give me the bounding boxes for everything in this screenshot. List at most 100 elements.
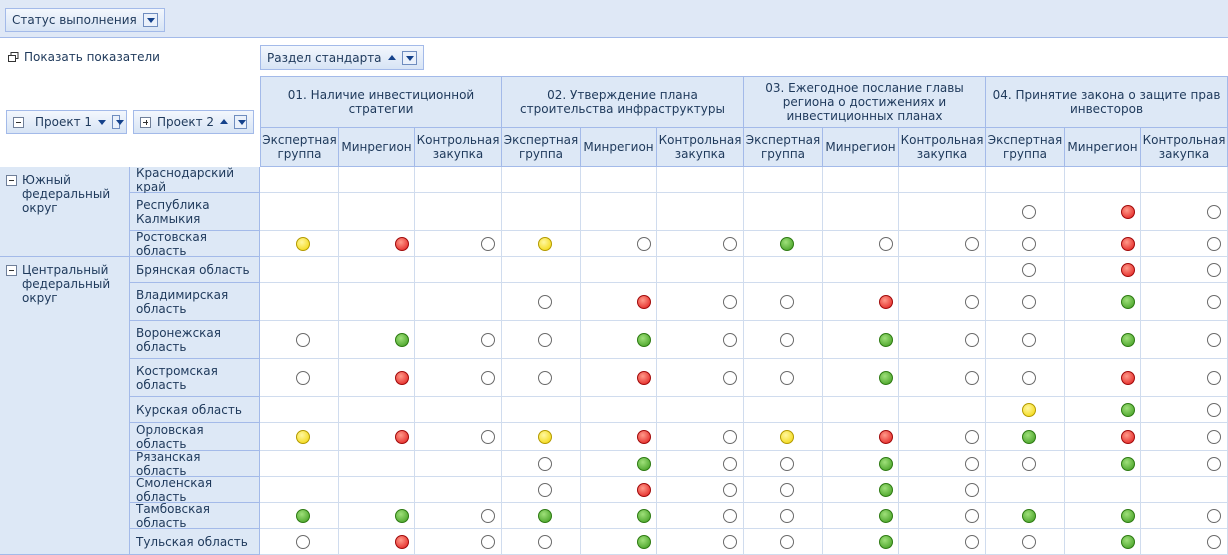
row-header: Республика Калмыкия [130, 193, 260, 231]
row-header: Брянская область [130, 257, 260, 283]
status-indicator [296, 429, 310, 444]
column-header: Контрольная закупка [1141, 128, 1228, 167]
column-header: Экспертная группа [986, 128, 1065, 167]
data-cell [415, 257, 502, 283]
status-indicator [1022, 429, 1036, 444]
status-indicator [878, 482, 893, 497]
status-indicator [723, 429, 737, 444]
data-cell [744, 321, 823, 359]
row-field-button[interactable]: Проект 2 [133, 110, 254, 134]
field-label: Статус выполнения [12, 13, 137, 27]
data-cell [657, 167, 744, 193]
data-cell [823, 423, 899, 451]
data-cell [1141, 359, 1228, 397]
data-cell [899, 283, 986, 321]
data-cell [986, 167, 1065, 193]
status-indicator [965, 429, 979, 444]
data-cell [744, 257, 823, 283]
data-cell [1065, 231, 1141, 257]
status-indicator [1022, 456, 1036, 471]
status-indicator [394, 508, 409, 523]
data-cell [823, 321, 899, 359]
status-indicator [481, 370, 495, 385]
row-header: Тульская область [130, 529, 260, 555]
status-indicator [636, 332, 651, 347]
data-cell [744, 231, 823, 257]
row-field-button[interactable]: Проект 1 [6, 110, 127, 134]
status-indicator [723, 508, 737, 523]
status-indicator [965, 370, 979, 385]
data-cell [823, 231, 899, 257]
data-cell [657, 321, 744, 359]
dropdown[interactable] [112, 115, 124, 129]
data-cell [986, 321, 1065, 359]
status-indicator [878, 534, 893, 549]
status-indicator [1022, 262, 1036, 277]
collapse-toggle[interactable] [6, 265, 17, 276]
data-cell [1141, 257, 1228, 283]
data-cell [339, 283, 415, 321]
data-cell [260, 423, 339, 451]
data-cell [1065, 423, 1141, 451]
expand-toggle[interactable] [140, 116, 151, 128]
dropdown[interactable] [142, 13, 158, 27]
data-cell [823, 193, 899, 231]
data-cell [581, 503, 657, 529]
status-indicator [394, 534, 409, 549]
data-cell [744, 477, 823, 503]
show-indicators[interactable]: Показать показатели [8, 50, 160, 64]
status-indicator [878, 236, 893, 251]
status-indicator [878, 332, 893, 347]
dropdown[interactable] [234, 115, 247, 129]
link-label: Показать показатели [24, 50, 160, 64]
sort-icon [98, 120, 107, 129]
status-indicator [1120, 534, 1135, 549]
status-indicator [780, 332, 794, 347]
data-cell [1141, 451, 1228, 477]
collapse-toggle[interactable] [6, 175, 17, 186]
status-indicator [1022, 508, 1036, 523]
status-indicator [636, 294, 651, 309]
data-cell [260, 397, 339, 423]
data-cell [744, 283, 823, 321]
status-indicator [780, 456, 794, 471]
dropdown[interactable] [401, 50, 417, 65]
data-cell [657, 451, 744, 477]
data-cell [502, 529, 581, 555]
column-header: Минрегион [823, 128, 899, 167]
field-label: Проект 2 [157, 115, 215, 129]
filter-field-button[interactable]: Статус выполнения [5, 8, 165, 32]
data-cell [415, 451, 502, 477]
data-cell [502, 451, 581, 477]
status-indicator [965, 482, 979, 497]
data-cell [581, 193, 657, 231]
data-cell [1065, 167, 1141, 193]
status-indicator [481, 332, 495, 347]
data-cell [415, 359, 502, 397]
data-cell [986, 423, 1065, 451]
status-indicator [1120, 204, 1135, 219]
status-indicator [1120, 456, 1135, 471]
column-field-button[interactable]: Раздел стандарта [260, 45, 424, 70]
data-cell [339, 423, 415, 451]
data-cell [502, 231, 581, 257]
data-cell [899, 451, 986, 477]
district-label: Южный федеральный округ [22, 173, 111, 215]
expand-toggle[interactable] [13, 116, 24, 128]
row-group-header: Южный федеральный округ [0, 167, 130, 257]
data-cell [1141, 193, 1228, 231]
status-indicator [1207, 204, 1221, 219]
column-group-header: 04. Принятие закона о защите прав инвест… [986, 76, 1228, 128]
data-cell [260, 529, 339, 555]
status-indicator [538, 482, 552, 497]
data-cell [657, 193, 744, 231]
status-indicator [723, 456, 737, 471]
status-indicator [1207, 508, 1221, 523]
data-cell [581, 167, 657, 193]
data-cell [657, 529, 744, 555]
data-cell [744, 451, 823, 477]
data-cell [260, 321, 339, 359]
data-cell [415, 503, 502, 529]
status-indicator [636, 236, 651, 251]
data-cell [581, 359, 657, 397]
